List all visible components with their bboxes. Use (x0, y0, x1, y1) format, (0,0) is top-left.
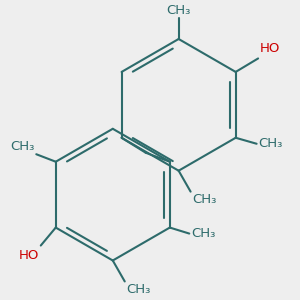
Text: CH₃: CH₃ (258, 137, 283, 150)
Text: CH₃: CH₃ (126, 283, 151, 296)
Text: CH₃: CH₃ (191, 227, 215, 240)
Text: HO: HO (19, 248, 39, 262)
Text: CH₃: CH₃ (167, 4, 191, 16)
Text: CH₃: CH₃ (11, 140, 35, 153)
Text: CH₃: CH₃ (192, 193, 217, 206)
Text: HO: HO (260, 43, 280, 56)
